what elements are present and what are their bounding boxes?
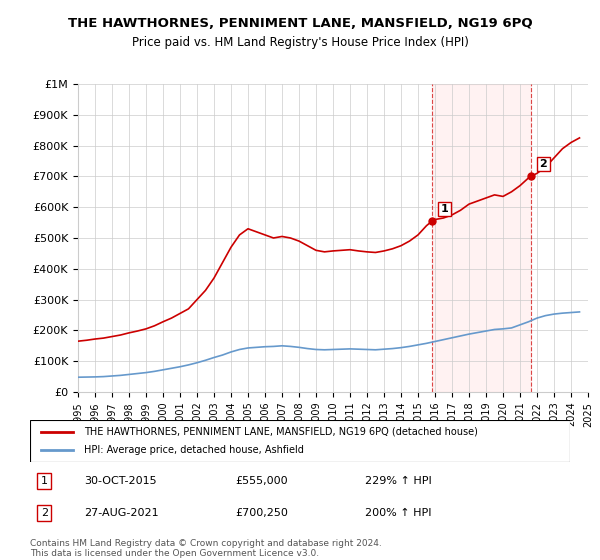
Text: 27-AUG-2021: 27-AUG-2021 xyxy=(84,508,158,518)
Text: THE HAWTHORNES, PENNIMENT LANE, MANSFIELD, NG19 6PQ (detached house): THE HAWTHORNES, PENNIMENT LANE, MANSFIEL… xyxy=(84,427,478,437)
Text: 200% ↑ HPI: 200% ↑ HPI xyxy=(365,508,431,518)
Bar xyxy=(432,84,531,392)
Text: £555,000: £555,000 xyxy=(235,476,288,486)
Text: THE HAWTHORNES, PENNIMENT LANE, MANSFIELD, NG19 6PQ: THE HAWTHORNES, PENNIMENT LANE, MANSFIEL… xyxy=(68,17,532,30)
Text: Price paid vs. HM Land Registry's House Price Index (HPI): Price paid vs. HM Land Registry's House … xyxy=(131,36,469,49)
Text: This data is licensed under the Open Government Licence v3.0.: This data is licensed under the Open Gov… xyxy=(30,549,319,558)
Text: 1: 1 xyxy=(41,476,48,486)
Text: £700,250: £700,250 xyxy=(235,508,288,518)
FancyBboxPatch shape xyxy=(30,420,570,462)
Text: 1: 1 xyxy=(440,204,448,214)
Text: 30-OCT-2015: 30-OCT-2015 xyxy=(84,476,157,486)
Text: Contains HM Land Registry data © Crown copyright and database right 2024.: Contains HM Land Registry data © Crown c… xyxy=(30,539,382,548)
Text: 229% ↑ HPI: 229% ↑ HPI xyxy=(365,476,431,486)
Text: HPI: Average price, detached house, Ashfield: HPI: Average price, detached house, Ashf… xyxy=(84,445,304,455)
Text: 2: 2 xyxy=(539,159,547,169)
Text: 2: 2 xyxy=(41,508,48,518)
